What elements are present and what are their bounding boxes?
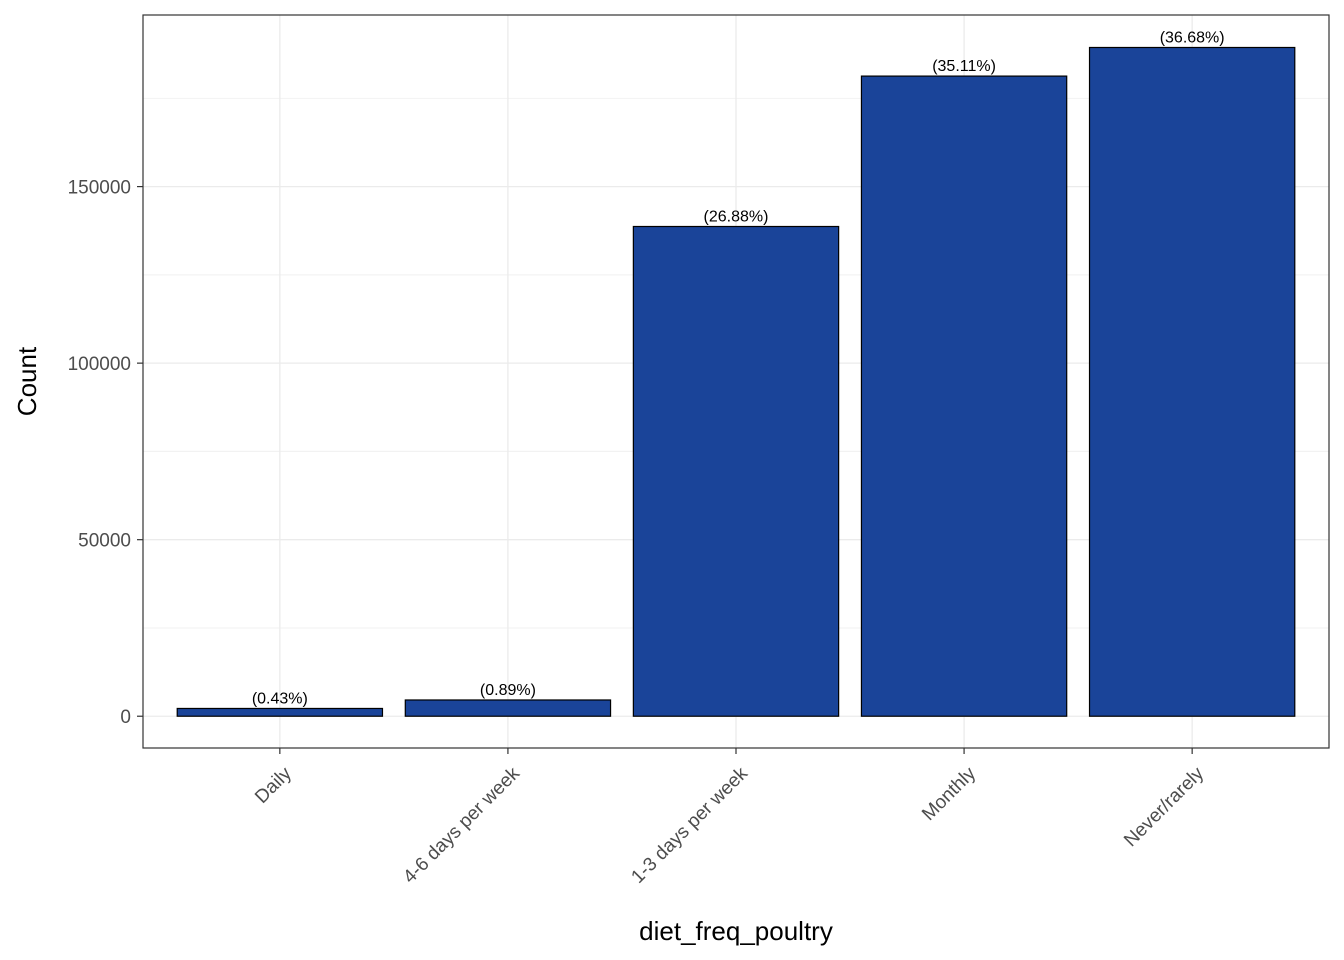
bar [860, 75, 1068, 717]
y-axis: 0 50000 100000 150000 [68, 178, 143, 728]
bar-data-label: (35.11%) [932, 58, 996, 75]
bar [404, 699, 612, 717]
y-tick-label: 100000 [68, 354, 131, 375]
bar-data-label: (26.88%) [704, 208, 769, 225]
bar [176, 707, 384, 717]
bars [176, 46, 1296, 717]
data-labels: (0.43%) (0.89%) (26.88%) (35.11%) (36.68%) [252, 29, 1225, 707]
x-tick-label: Monthly [918, 763, 980, 825]
x-axis: Daily 4-6 days per week 1-3 days per week M… [251, 748, 1209, 888]
x-tick-label: 1-3 days per week [627, 763, 752, 888]
bar-data-label: (0.89%) [480, 682, 536, 699]
x-tick-label: 4-6 days per week [399, 763, 524, 888]
bar-data-label: (0.43%) [252, 690, 308, 707]
bar [1088, 46, 1296, 717]
y-tick-label: 0 [120, 707, 131, 728]
y-tick-label: 150000 [68, 178, 131, 199]
bar-data-label: (36.68%) [1160, 29, 1225, 46]
y-tick-label: 50000 [78, 531, 131, 552]
x-axis-title: diet_freq_poultry [639, 916, 833, 946]
y-axis-title: Count [12, 346, 42, 416]
bar [632, 225, 840, 717]
x-tick-label: Never/rarely [1120, 763, 1208, 851]
x-tick-label: Daily [251, 763, 296, 808]
